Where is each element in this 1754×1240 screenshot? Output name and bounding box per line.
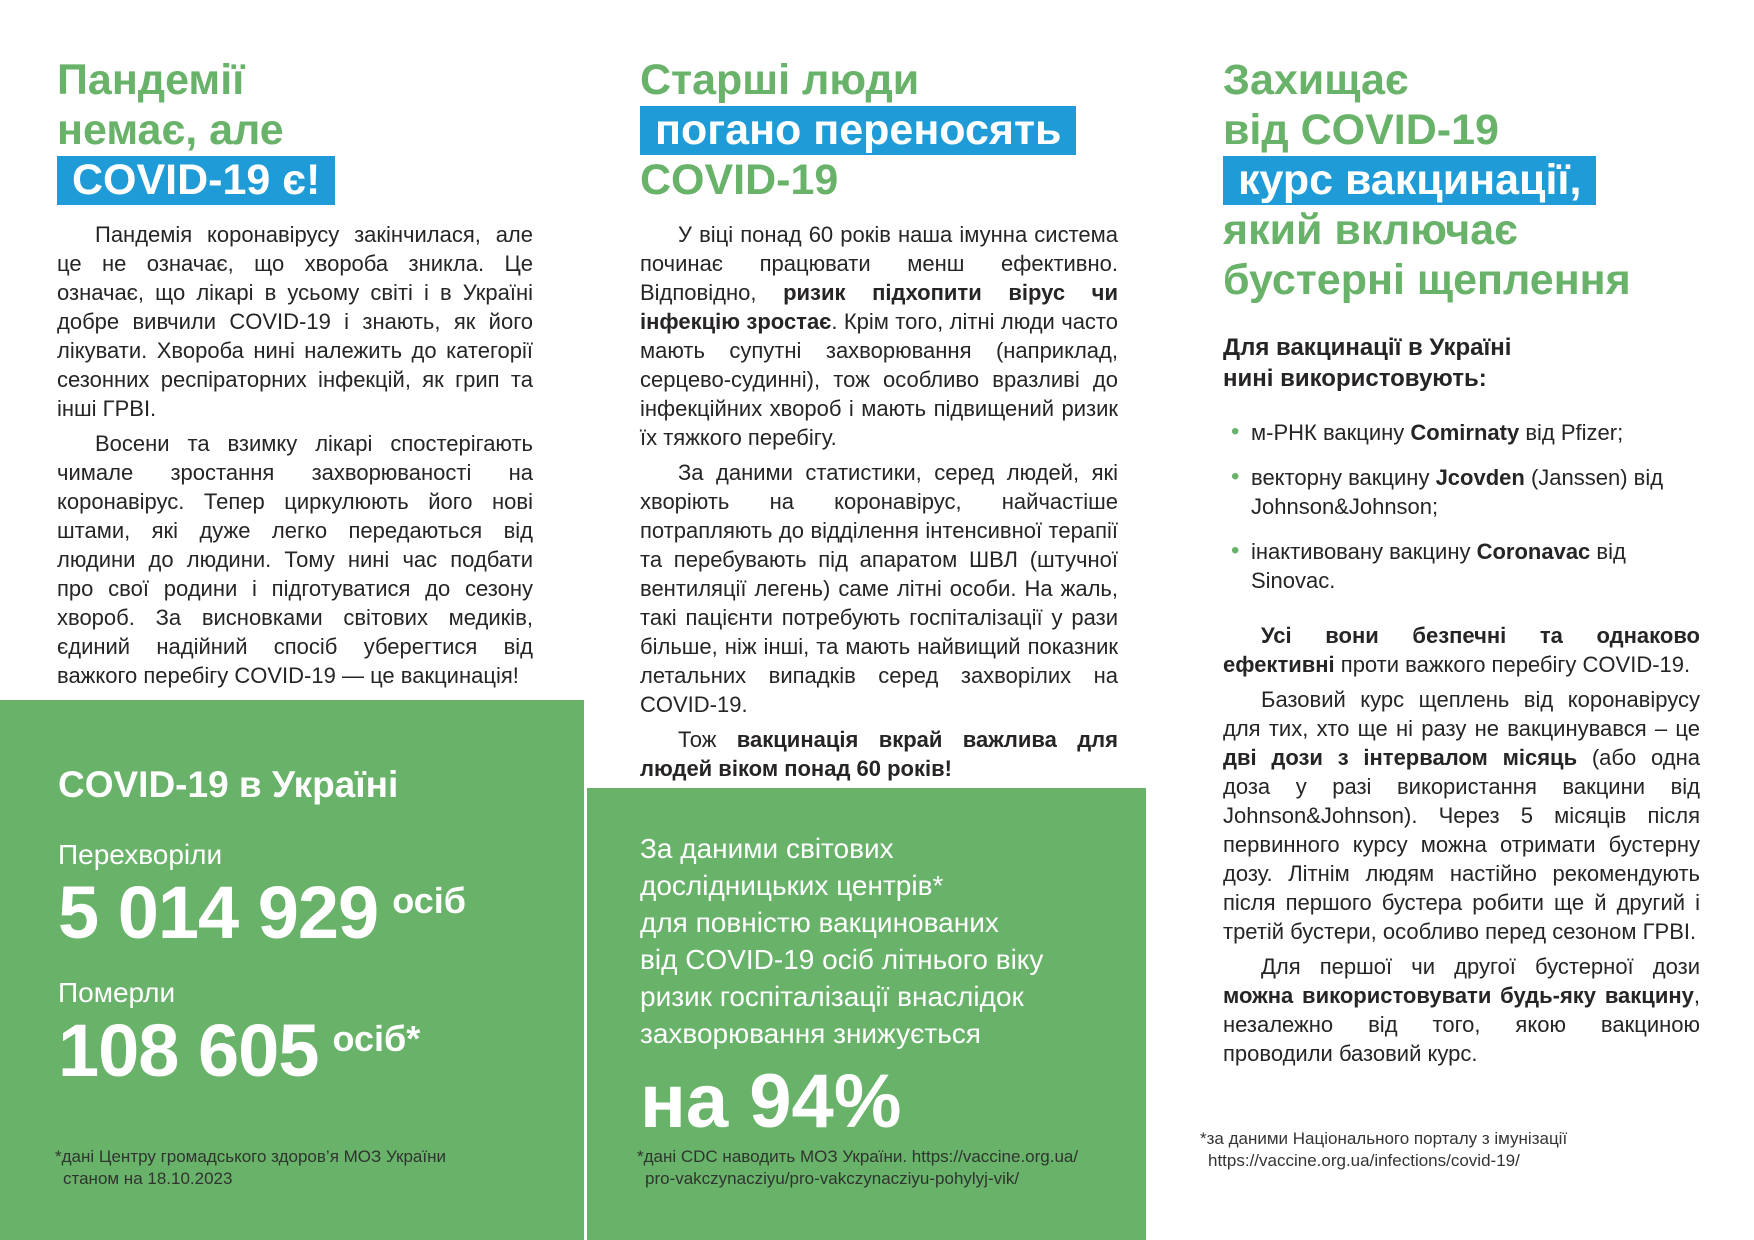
stats-box-title: COVID-19 в Україні	[58, 764, 399, 805]
elderly-heading: Старші люди погано переносять COVID-19	[640, 55, 1118, 205]
column-elderly: Старші люди погано переносять COVID-19 У…	[640, 55, 1118, 789]
list-item-comirnaty: • м-РНК вакцину Comirnaty від Pfizer;	[1223, 418, 1700, 447]
risk-box-line: від COVID-19 осіб літнього віку	[640, 944, 1044, 975]
pandemic-body: Пандемія коронавірусу закінчилася, але ц…	[57, 220, 533, 690]
elderly-heading-line1: Старші люди	[640, 56, 920, 104]
vaccination-paragraph-2: Базовий курс щеплень від коронавірусу дл…	[1223, 687, 1700, 944]
recovered-label: Перехворіли	[58, 839, 223, 870]
list-item-text: векторну вакцину Jcovden (Janssen) від J…	[1251, 465, 1664, 519]
column-vaccination: Захищає від COVID-19 курс вакцинації, як…	[1223, 55, 1700, 1074]
vaccination-heading: Захищає від COVID-19 курс вакцинації, як…	[1223, 55, 1700, 305]
pandemic-paragraph-2: Восени та взимку лікарі спостерігають чи…	[57, 431, 533, 688]
elderly-paragraph-2: За даними статистики, серед людей, які х…	[640, 460, 1118, 717]
pandemic-paragraph-1: Пандемія коронавірусу закінчилася, але ц…	[57, 222, 533, 421]
bullet-dot-icon: •	[1231, 463, 1240, 490]
vaccines-intro-line1: Для вакцинації в Україні	[1223, 334, 1512, 361]
died-stat: 108 605 осіб*	[58, 1009, 554, 1093]
recovered-unit: осіб	[392, 880, 466, 921]
pandemic-heading-badge-line: COVID-19 є!	[57, 155, 533, 205]
hospitalization-risk-box: За даними світових дослідницьких центрів…	[587, 788, 1146, 1240]
pandemic-heading: Пандемії немає, але COVID-19 є!	[57, 55, 533, 205]
vaccines-intro-line2: нині використовують:	[1223, 365, 1487, 392]
elderly-paragraph-1: У віці понад 60 років наша імунна систем…	[640, 222, 1118, 450]
list-item-coronavac: • інактивовану вакцину Coronavac від Sin…	[1223, 537, 1700, 595]
vaccination-heading-line2: від COVID-19	[1223, 106, 1499, 154]
bullet-dot-icon: •	[1231, 537, 1240, 564]
stats-footnote: *дані Центру громадського здоров’я МОЗ У…	[55, 1146, 446, 1190]
bullet-dot-icon: •	[1231, 418, 1240, 445]
risk-box-line: За даними світових	[640, 833, 894, 864]
risk-box-line: ризик госпіталізації внаслідок	[640, 981, 1024, 1012]
elderly-paragraph-3: Тож вакцинація вкрай важлива для людей в…	[640, 727, 1118, 781]
cdc-footnote: *дані CDC наводить МОЗ України. https://…	[637, 1146, 1078, 1190]
died-value: 108 605	[58, 1009, 319, 1093]
died-label: Померли	[58, 977, 176, 1009]
pandemic-heading-line1: Пандемії	[57, 56, 245, 104]
recovered-value: 5 014 929	[58, 871, 379, 954]
vaccination-heading-badge-line: курс вакцинації,	[1223, 155, 1700, 205]
list-item-text: м-РНК вакцину Comirnaty від Pfizer;	[1251, 420, 1624, 445]
list-item-jcovden: • векторну вакцину Jcovden (Janssen) від…	[1223, 463, 1700, 521]
recovered-stat: 5 014 929 осіб	[58, 871, 554, 954]
vaccination-paragraph-3: Для першої чи другої бустерної дози можн…	[1223, 954, 1700, 1066]
risk-box-line: дослідницьких центрів*	[640, 870, 944, 901]
list-item-text: інактивовану вакцину Coronavac від Sinov…	[1251, 539, 1626, 593]
elderly-heading-highlight: погано переносять	[640, 106, 1077, 155]
elderly-heading-badge-line: погано переносять	[640, 105, 1118, 155]
vaccination-paragraph-1: Усі вони безпечні та однаково ефективні …	[1223, 623, 1700, 677]
risk-reduction-value: на 94%	[640, 1059, 902, 1144]
vaccines-intro: Для вакцинації в Україні нині використов…	[1223, 332, 1700, 394]
vaccines-list: • м-РНК вакцину Comirnaty від Pfizer; • …	[1223, 418, 1700, 595]
cdc-footnote-line1: *дані CDC наводить МОЗ України. https://…	[637, 1147, 1079, 1166]
column-pandemic: Пандемії немає, але COVID-19 є! Пандемія…	[57, 55, 533, 696]
stats-footnote-line2: станом на 18.10.2023	[63, 1169, 233, 1188]
elderly-body: У віці понад 60 років наша імунна систем…	[640, 220, 1118, 783]
vaccination-body: Усі вони безпечні та однаково ефективні …	[1223, 621, 1700, 1068]
vaccination-heading-line4: який включає	[1223, 206, 1518, 254]
risk-box-line: для повністю вакцинованих	[640, 907, 999, 938]
ukraine-stats-box: COVID-19 в Україні Перехворіли 5 014 929…	[0, 700, 584, 1240]
stats-footnote-line1: *дані Центру громадського здоров’я МОЗ У…	[55, 1147, 446, 1166]
pandemic-heading-line2: немає, але	[57, 106, 284, 154]
immunization-portal-footnote-line1: *за даними Національного порталу з імуні…	[1200, 1129, 1568, 1148]
cdc-footnote-line2: pro-vakczynacziyu/pro-vakczynacziyu-pohy…	[645, 1169, 1020, 1188]
risk-box-line: захворювання знижується	[640, 1018, 981, 1049]
vaccination-heading-highlight: курс вакцинації,	[1223, 156, 1597, 205]
vaccination-heading-line5: бустерні щеплення	[1223, 256, 1631, 304]
immunization-portal-footnote-line2: https://vaccine.org.ua/infections/covid-…	[1208, 1151, 1520, 1170]
vaccination-heading-line1: Захищає	[1223, 56, 1409, 104]
died-unit: осіб*	[332, 1018, 421, 1060]
pandemic-heading-highlight: COVID-19 є!	[57, 156, 336, 205]
elderly-heading-line3: COVID-19	[640, 156, 839, 204]
immunization-portal-footnote: *за даними Національного порталу з імуні…	[1200, 1128, 1567, 1172]
